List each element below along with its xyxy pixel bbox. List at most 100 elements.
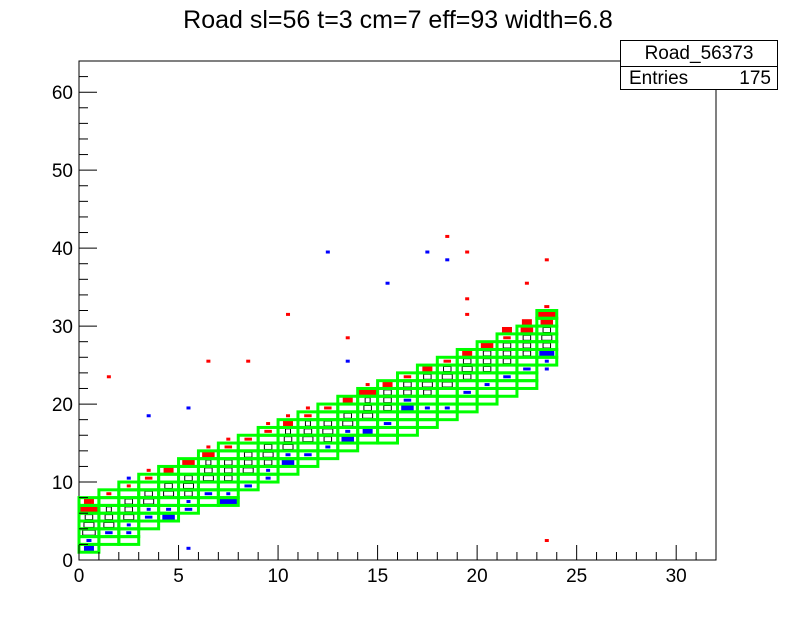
data-marker-red — [544, 258, 549, 262]
data-marker-blue — [204, 492, 213, 496]
data-marker-blue — [425, 250, 430, 254]
data-marker-red — [465, 250, 470, 254]
data-marker-hollow — [462, 358, 472, 365]
data-marker-blue — [186, 406, 191, 410]
data-marker-red — [503, 336, 511, 340]
data-marker-red — [106, 492, 112, 496]
data-marker-blue — [126, 523, 131, 527]
data-marker-red — [520, 326, 534, 333]
data-marker-hollow — [262, 451, 274, 458]
data-marker-hollow — [482, 350, 492, 357]
data-marker-blue — [83, 545, 94, 552]
data-marker-hollow — [224, 467, 233, 474]
y-tick-label: 20 — [52, 395, 73, 416]
data-marker-hollow — [403, 381, 412, 388]
data-marker-red — [163, 467, 174, 474]
data-marker-red — [345, 336, 350, 340]
data-marker-red — [501, 326, 512, 333]
data-marker-blue — [281, 459, 295, 466]
data-marker-blue — [401, 404, 414, 411]
data-marker-hollow — [143, 498, 155, 505]
data-marker-red — [83, 498, 94, 505]
data-marker-red — [286, 414, 291, 418]
data-marker-hollow — [243, 451, 253, 458]
data-marker-blue — [126, 476, 131, 480]
data-marker-hollow — [482, 358, 492, 365]
data-marker-blue — [544, 367, 549, 371]
data-marker-red — [465, 312, 470, 316]
data-marker-red — [365, 383, 370, 387]
data-marker-hollow — [522, 342, 532, 349]
data-marker-red — [305, 406, 310, 410]
data-marker-red — [358, 389, 377, 396]
data-marker-hollow — [263, 459, 273, 466]
data-marker-hollow — [542, 342, 552, 349]
data-marker-hollow — [182, 482, 194, 489]
data-marker-red — [382, 381, 393, 388]
data-marker-hollow — [443, 365, 452, 372]
data-marker-hollow — [163, 490, 175, 497]
data-marker-blue — [362, 428, 373, 435]
x-tick-label: 20 — [467, 566, 488, 587]
data-marker-hollow — [482, 365, 492, 372]
data-marker-blue — [503, 375, 511, 379]
data-marker-blue — [126, 531, 132, 535]
data-marker-blue — [345, 359, 350, 363]
data-marker-blue — [544, 359, 549, 363]
stats-box: Road_56373 Entries 175 — [620, 40, 778, 90]
y-tick-label: 60 — [52, 83, 73, 104]
data-marker-red — [226, 437, 231, 441]
data-marker-red — [403, 375, 412, 379]
data-marker-red — [465, 297, 470, 301]
data-marker-hollow — [423, 389, 432, 396]
data-marker-red — [422, 365, 433, 372]
data-marker-hollow — [243, 459, 253, 466]
data-marker-blue — [184, 507, 193, 511]
data-marker-hollow — [502, 350, 512, 357]
data-marker-red — [445, 234, 450, 238]
y-tick-label: 50 — [52, 161, 73, 182]
data-marker-red — [106, 375, 111, 379]
x-tick-label: 10 — [267, 566, 288, 587]
plot-frame — [78, 60, 717, 561]
x-tick-label: 0 — [74, 566, 85, 587]
stats-entries-row: Entries 175 — [621, 67, 777, 91]
stats-name: Road_56373 — [621, 41, 777, 67]
data-marker-blue — [162, 514, 175, 521]
data-marker-hollow — [202, 475, 214, 482]
data-marker-hollow — [383, 404, 392, 411]
data-marker-hollow — [242, 467, 254, 474]
data-marker-blue — [146, 507, 151, 511]
data-marker-blue — [341, 436, 354, 443]
data-marker-red — [544, 539, 549, 543]
data-marker-red — [78, 506, 99, 513]
data-marker-red — [540, 319, 554, 326]
data-marker-red — [126, 484, 131, 488]
data-marker-blue — [244, 484, 252, 488]
data-marker-red — [544, 305, 550, 309]
x-tick-label: 30 — [666, 566, 687, 587]
stats-entries-label: Entries — [629, 68, 689, 89]
data-marker-hollow — [285, 428, 292, 435]
data-marker-hollow — [105, 506, 112, 513]
data-marker-red — [304, 414, 312, 418]
data-marker-blue — [523, 367, 531, 371]
data-marker-red — [202, 451, 215, 458]
data-marker-hollow — [164, 482, 173, 489]
data-marker-blue — [226, 492, 231, 496]
data-marker-hollow — [282, 443, 294, 450]
data-marker-red — [324, 406, 332, 410]
data-marker-hollow — [541, 334, 553, 341]
data-marker-red — [182, 459, 195, 466]
data-marker-hollow — [263, 443, 273, 450]
y-tick-label: 10 — [52, 473, 73, 494]
data-marker-red — [206, 359, 211, 363]
data-marker-blue — [186, 500, 191, 504]
data-marker-hollow — [123, 514, 135, 521]
data-marker-red — [521, 319, 532, 326]
data-marker-hollow — [83, 521, 95, 528]
x-tick-label: 25 — [566, 566, 587, 587]
data-marker-red — [244, 437, 252, 441]
data-marker-hollow — [103, 521, 115, 528]
data-marker-hollow — [364, 397, 371, 404]
